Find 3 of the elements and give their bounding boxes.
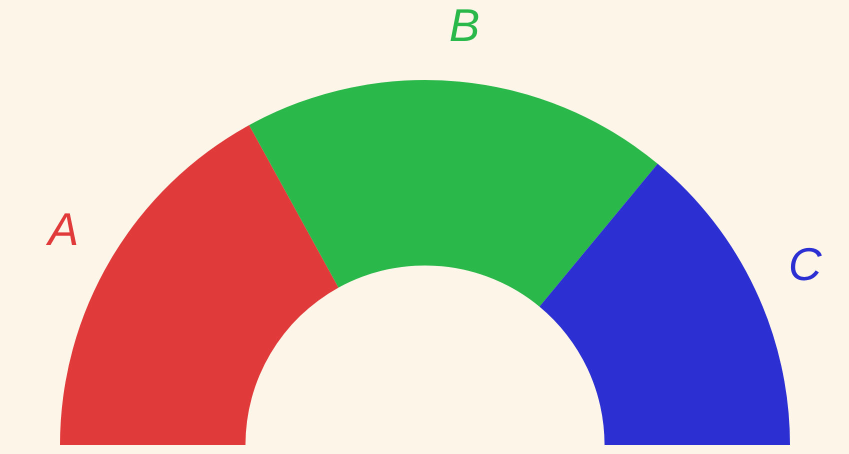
slice-label: B <box>449 0 480 51</box>
slice-label: A <box>45 203 79 256</box>
slice-label: C <box>788 238 822 290</box>
